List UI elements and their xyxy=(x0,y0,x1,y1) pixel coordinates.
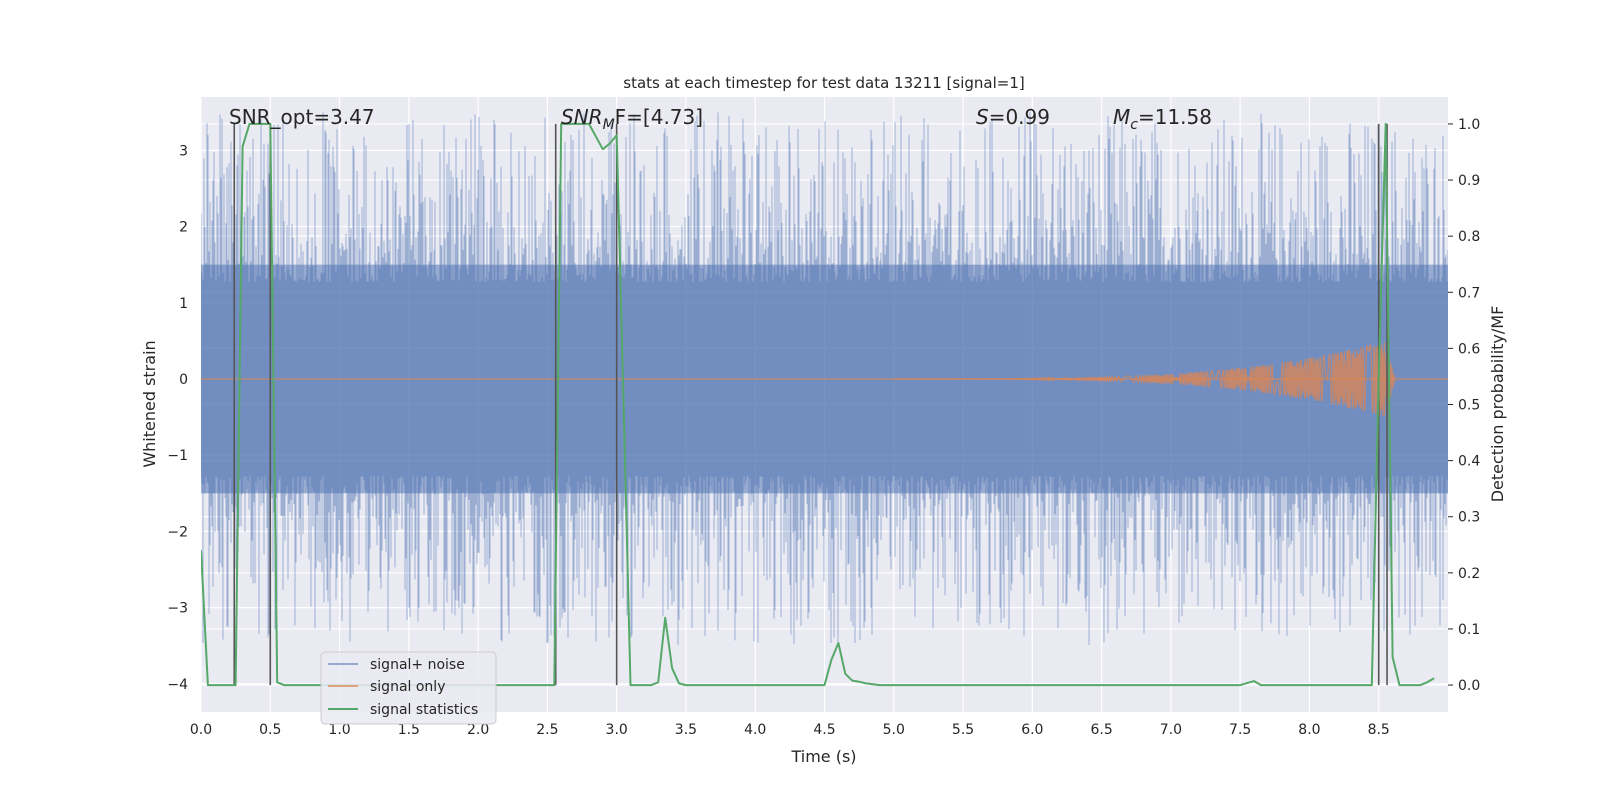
signal-only-chirp xyxy=(893,342,1396,416)
legend: signal+ noise signal only signal statist… xyxy=(320,651,497,725)
annotation-snr-mf-sub: M xyxy=(603,117,615,133)
series-signal-statistics xyxy=(201,122,1435,687)
y-right-tick-label: 0.3 xyxy=(1458,510,1480,526)
y-left-tick-label: 3 xyxy=(179,143,188,159)
y-right-tick-label: 0.1 xyxy=(1458,622,1480,638)
y-right-tick-label: 0.0 xyxy=(1458,678,1480,694)
chart-title: stats at each timestep for test data 132… xyxy=(623,74,1024,92)
y-right-tick-label: 1.0 xyxy=(1458,117,1480,133)
x-tick-label: 8.5 xyxy=(1368,722,1390,738)
x-tick-label: 5.0 xyxy=(883,722,905,738)
y-left-tick-label: 1 xyxy=(179,296,188,312)
x-axis-ticks: 0.0 0.5 1.0 1.5 2.0 2.5 3.0 3.5 4.0 4.5 5.0 5.5 6.0 6… xyxy=(190,722,1390,738)
x-tick-label: 4.5 xyxy=(813,722,835,738)
x-tick-label: 1.0 xyxy=(328,722,350,738)
annotation-s-suffix: =0.99 xyxy=(989,105,1050,129)
annotation-mc-prefix: M xyxy=(1113,105,1130,129)
y-right-tick-label: 0.2 xyxy=(1458,566,1480,582)
annotation-s-prefix: S xyxy=(976,105,989,129)
y-right-axis-label: Detection probability/MF xyxy=(1488,306,1507,503)
annotation-snr-mf-suffix: F=[4.73] xyxy=(615,105,703,129)
y-left-tick-label: −4 xyxy=(167,677,188,693)
y-left-tick-label: 2 xyxy=(179,220,188,236)
x-axis-label: Time (s) xyxy=(790,747,856,766)
x-tick-label: 1.5 xyxy=(398,722,420,738)
x-tick-label: 7.5 xyxy=(1229,722,1251,738)
annotation-mc-sub: c xyxy=(1130,117,1138,133)
x-tick-label: 8.0 xyxy=(1298,722,1320,738)
legend-label-signal-statistics: signal statistics xyxy=(370,702,478,718)
x-tick-label: 3.5 xyxy=(675,722,697,738)
legend-label-signal-only: signal only xyxy=(370,679,445,695)
x-tick-label: 7.0 xyxy=(1160,722,1182,738)
annotation-mc-suffix: =11.58 xyxy=(1138,105,1212,129)
x-tick-label: 0.5 xyxy=(259,722,281,738)
x-tick-label: 6.5 xyxy=(1090,722,1112,738)
x-tick-label: 6.0 xyxy=(1021,722,1043,738)
signal-statistics-line xyxy=(201,122,1435,687)
x-tick-label: 2.0 xyxy=(467,722,489,738)
y-right-tick-label: 0.4 xyxy=(1458,454,1480,470)
y-left-tick-label: −2 xyxy=(167,524,188,540)
y-right-tick-label: 0.5 xyxy=(1458,398,1480,414)
x-tick-label: 2.5 xyxy=(536,722,558,738)
y-right-tick-label: 0.9 xyxy=(1458,173,1480,189)
x-tick-label: 4.0 xyxy=(744,722,766,738)
y-left-tick-label: −1 xyxy=(167,448,188,464)
y-right-tick-label: 0.7 xyxy=(1458,285,1480,301)
x-tick-label: 0.0 xyxy=(190,722,212,738)
y-left-axis-label: Whitened strain xyxy=(140,340,159,467)
annotation-snr-mf: SNRMF=[4.73] xyxy=(561,105,703,133)
annotation-snr-mf-prefix: SNR xyxy=(561,105,603,129)
annotation-mc: Mc=11.58 xyxy=(1113,105,1212,133)
y-left-tick-label: −3 xyxy=(167,601,188,617)
series-signal-only xyxy=(201,342,1448,416)
annotation-s: S=0.99 xyxy=(976,105,1050,129)
y-left-tick-label: 0 xyxy=(179,372,188,388)
annotation-snr-opt: SNR_opt=3.47 xyxy=(229,105,375,129)
x-tick-label: 5.5 xyxy=(952,722,974,738)
y-right-tick-label: 0.8 xyxy=(1458,229,1480,245)
legend-label-signal-noise: signal+ noise xyxy=(370,657,465,673)
legend-box xyxy=(320,651,497,725)
y-left-axis-ticks: 3 2 1 0 −1 −2 −3 −4 xyxy=(167,143,188,692)
y-right-axis-ticks: 1.0 0.9 0.8 0.7 0.6 0.5 0.4 0.3 0.2 0.1 0.0 xyxy=(1448,117,1480,694)
x-tick-label: 3.0 xyxy=(606,722,628,738)
y-right-tick-label: 0.6 xyxy=(1458,341,1480,357)
